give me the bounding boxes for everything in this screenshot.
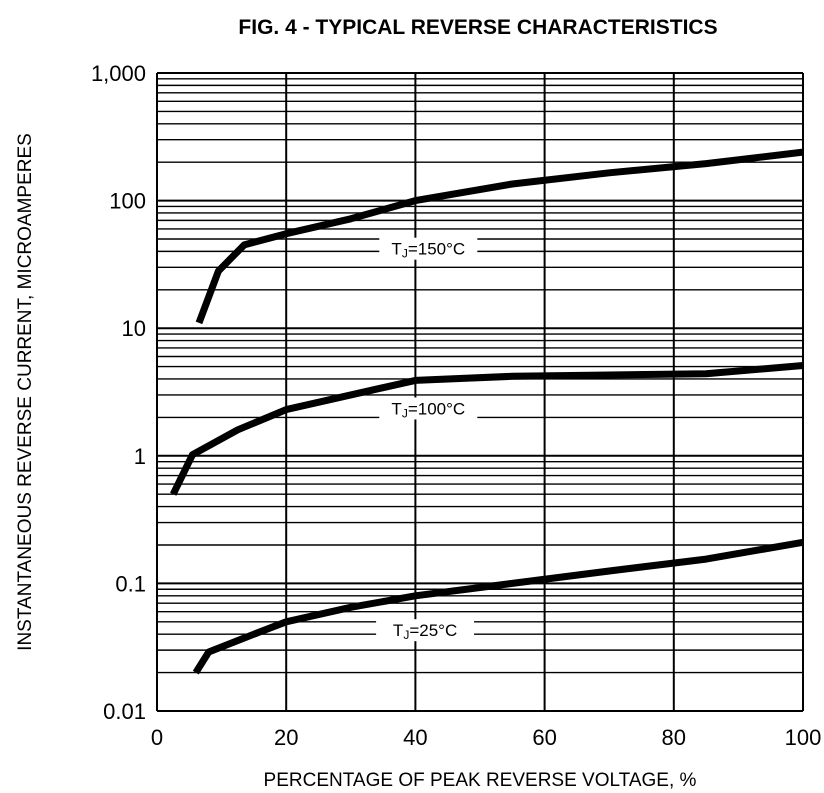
x-tick-label: 80 [662,725,686,750]
curve-label-box [379,237,478,260]
y-tick-label: 1 [134,444,146,469]
grid [156,72,804,712]
y-tick-label: 10 [122,316,146,341]
y-axis-label: INSTANTANEOUS REVERSE CURRENT, MICROAMPE… [15,133,36,651]
x-tick-label: 0 [151,725,163,750]
chart-title: FIG. 4 - TYPICAL REVERSE CHARACTERISTICS [238,16,717,39]
y-tick-label: 100 [109,189,146,214]
curves [170,148,804,675]
x-tick-label: 40 [403,725,427,750]
curve-label-150°C: TJ=150°C [391,240,465,261]
x-tick-label: 100 [785,725,822,750]
series-line-150°C [195,148,804,325]
curve-labels: TJ=150°C TJ=100°C TJ=25°C [376,237,478,642]
tick-labels: 0 20 40 60 80 100 0.01 0.1 1 10 100 1,000 [91,61,821,750]
y-tick-label: 1,000 [91,61,146,86]
x-tick-label: 20 [274,725,298,750]
curve-label-100°C: TJ=100°C [391,399,465,420]
curve-label-box [379,397,478,420]
x-tick-label: 60 [532,725,556,750]
series-line-100°C [170,362,804,496]
y-tick-label: 0.1 [115,571,146,596]
x-axis-label: PERCENTAGE OF PEAK REVERSE VOLTAGE, % [264,770,697,791]
y-tick-label: 0.01 [103,699,146,724]
curve-label-box [376,619,475,642]
series-line-25°C [192,538,804,675]
curve-label-25°C: TJ=25°C [393,621,457,642]
